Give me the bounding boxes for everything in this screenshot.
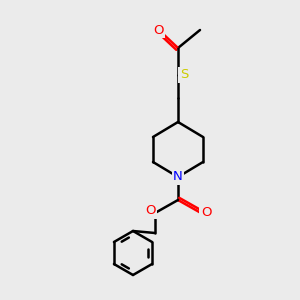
Text: O: O [153, 23, 163, 37]
Text: S: S [180, 68, 188, 82]
Text: N: N [173, 170, 183, 184]
Text: O: O [201, 206, 211, 218]
Text: O: O [145, 205, 155, 218]
